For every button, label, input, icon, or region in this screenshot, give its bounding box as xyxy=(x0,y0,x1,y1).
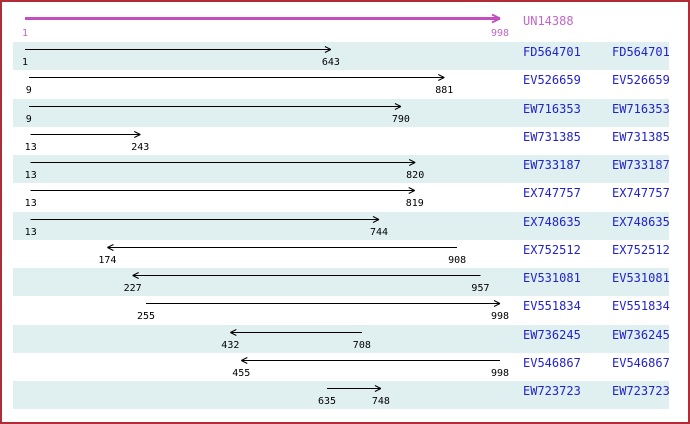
reference-title: UN14388 xyxy=(523,14,574,28)
sequence-arrow-icon xyxy=(2,127,688,159)
sequence-arrow-icon xyxy=(2,212,688,244)
end-coordinate: 643 xyxy=(321,57,340,68)
accession-link[interactable]: EV546867 xyxy=(523,356,581,370)
sequence-arrow-icon xyxy=(2,42,688,74)
row-shading xyxy=(13,155,669,183)
accession-link[interactable]: FD564701 xyxy=(523,45,581,59)
sequence-arrow-icon xyxy=(2,296,688,328)
end-coordinate: 748 xyxy=(371,396,390,407)
accession-link[interactable]: EV551834 xyxy=(523,299,581,313)
alignment-row: 13 820 EW733187 EW733187 xyxy=(2,155,688,183)
alignment-row: 255 998 EV551834 EV551834 xyxy=(2,296,688,324)
accession-link[interactable]: EW736245 xyxy=(523,328,581,342)
row-shading xyxy=(13,381,669,409)
start-coordinate: 13 xyxy=(24,227,37,238)
end-coordinate: 881 xyxy=(435,85,454,96)
sequence-arrow-icon xyxy=(2,381,688,413)
accession-link[interactable]: EW731385 xyxy=(523,130,581,144)
start-coordinate: 13 xyxy=(24,142,37,153)
accession-link[interactable]: EW733187 xyxy=(523,158,581,172)
accession-link-secondary[interactable]: EV551834 xyxy=(612,299,670,313)
start-coordinate: 635 xyxy=(318,396,337,407)
end-coordinate: 957 xyxy=(471,283,490,294)
accession-link-secondary[interactable]: EW731385 xyxy=(612,130,670,144)
sequence-arrow-icon xyxy=(2,353,688,385)
start-coordinate: 13 xyxy=(24,198,37,209)
row-shading xyxy=(13,99,669,127)
alignment-row: 13 819 EX747757 EX747757 xyxy=(2,183,688,211)
accession-link-secondary[interactable]: EX748635 xyxy=(612,215,670,229)
start-coordinate: 174 xyxy=(98,255,117,266)
alignment-row: 432 708 EW736245 EW736245 xyxy=(2,325,688,353)
end-coordinate: 790 xyxy=(391,114,410,125)
row-shading xyxy=(13,325,669,353)
reference-start-coordinate: 1 xyxy=(21,28,29,39)
accession-link-secondary[interactable]: EV531081 xyxy=(612,271,670,285)
start-coordinate: 255 xyxy=(136,311,156,322)
accession-link[interactable]: EX752512 xyxy=(523,243,581,257)
accession-link-secondary[interactable]: EW723723 xyxy=(612,384,670,398)
accession-link[interactable]: EV531081 xyxy=(523,271,581,285)
end-coordinate: 708 xyxy=(352,340,371,351)
sequence-arrow-icon xyxy=(2,325,688,357)
accession-link-secondary[interactable]: EV546867 xyxy=(612,356,670,370)
row-shading xyxy=(13,42,669,70)
start-coordinate: 9 xyxy=(25,85,32,96)
accession-link[interactable]: EV526659 xyxy=(523,73,581,87)
start-coordinate: 227 xyxy=(123,283,142,294)
reference-end-coordinate: 998 xyxy=(490,28,510,39)
start-coordinate: 432 xyxy=(221,340,240,351)
accession-link[interactable]: EW716353 xyxy=(523,102,581,116)
row-shading xyxy=(13,212,669,240)
row-shading xyxy=(13,268,669,296)
accession-link-secondary[interactable]: EW716353 xyxy=(612,102,670,116)
alignment-row: 1 643 FD564701 FD564701 xyxy=(2,42,688,70)
alignment-row: 13 243 EW731385 EW731385 xyxy=(2,127,688,155)
accession-link[interactable]: EW723723 xyxy=(523,384,581,398)
accession-link-secondary[interactable]: EX747757 xyxy=(612,186,670,200)
alignment-row: 13 744 EX748635 EX748635 xyxy=(2,212,688,240)
end-coordinate: 820 xyxy=(406,170,425,181)
alignment-row: 635 748 EW723723 EW723723 xyxy=(2,381,688,409)
accession-link-secondary[interactable]: EX752512 xyxy=(612,243,670,257)
accession-link-secondary[interactable]: EW733187 xyxy=(612,158,670,172)
end-coordinate: 243 xyxy=(131,142,150,153)
sequence-arrow-icon xyxy=(2,268,688,300)
sequence-arrow-icon xyxy=(2,99,688,131)
end-coordinate: 908 xyxy=(448,255,467,266)
sequence-arrow-icon xyxy=(2,240,688,272)
accession-link[interactable]: EX747757 xyxy=(523,186,581,200)
sequence-arrow-icon xyxy=(2,155,688,187)
alignment-row: 9 790 EW716353 EW716353 xyxy=(2,99,688,127)
alignment-row: 9 881 EV526659 EV526659 xyxy=(2,70,688,98)
accession-link-secondary[interactable]: FD564701 xyxy=(612,45,670,59)
start-coordinate: 1 xyxy=(21,57,29,68)
end-coordinate: 744 xyxy=(369,227,389,238)
accession-link-secondary[interactable]: EW736245 xyxy=(612,328,670,342)
end-coordinate: 819 xyxy=(405,198,424,209)
alignment-row: 227 957 EV531081 EV531081 xyxy=(2,268,688,296)
sequence-arrow-icon xyxy=(2,70,688,102)
end-coordinate: 998 xyxy=(490,311,510,322)
sequence-arrow-icon xyxy=(2,183,688,215)
accession-link[interactable]: EX748635 xyxy=(523,215,581,229)
start-coordinate: 455 xyxy=(232,368,251,379)
alignment-row: 174 908 EX752512 EX752512 xyxy=(2,240,688,268)
start-coordinate: 9 xyxy=(25,114,32,125)
end-coordinate: 998 xyxy=(490,368,510,379)
alignment-row: 455 998 EV546867 EV546867 xyxy=(2,353,688,381)
start-coordinate: 13 xyxy=(24,170,37,181)
accession-link-secondary[interactable]: EV526659 xyxy=(612,73,670,87)
